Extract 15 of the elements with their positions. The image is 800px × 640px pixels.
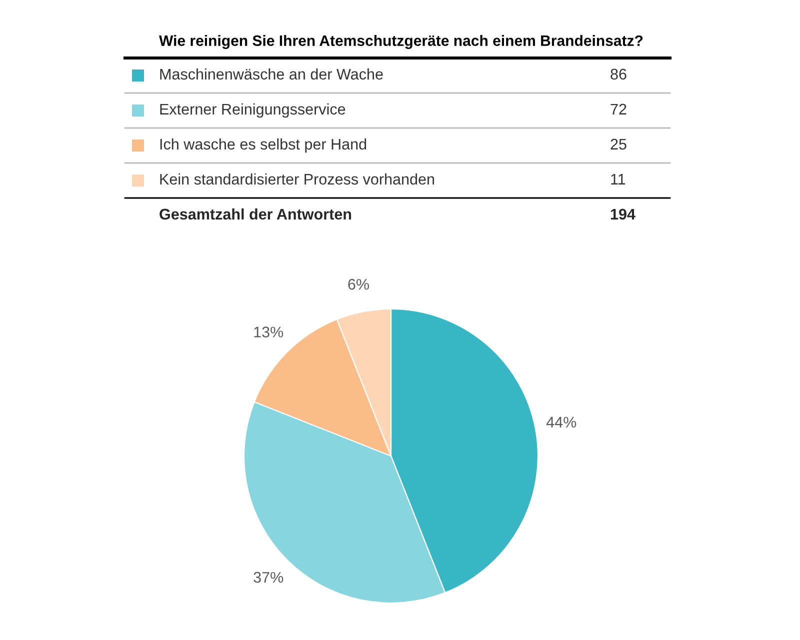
chart-title: Wie reinigen Sie Ihren Atemschutzgeräte nach einem Brandeinsatz? bbox=[159, 34, 643, 50]
text: 194 bbox=[610, 208, 636, 220]
text: 72 bbox=[610, 104, 626, 114]
legend-label: Externer Reinigungsservice bbox=[160, 103, 346, 118]
legend-label: Kein standardisierter Prozess vorhanden bbox=[160, 173, 434, 185]
data-label: 37% bbox=[254, 572, 284, 583]
legend-label: Ich wasche es selbst per Hand bbox=[160, 138, 366, 153]
legend-label: Maschinenwäsche an der Wache bbox=[160, 68, 383, 80]
text: Gesamtzahl der Antworten bbox=[160, 208, 352, 220]
text: 25 bbox=[610, 138, 626, 150]
data-label: 13% bbox=[254, 326, 284, 338]
data-label: 44% bbox=[546, 416, 576, 428]
text: 86 bbox=[610, 68, 626, 80]
data-label: 6% bbox=[348, 278, 369, 290]
text: 11 bbox=[611, 174, 626, 184]
